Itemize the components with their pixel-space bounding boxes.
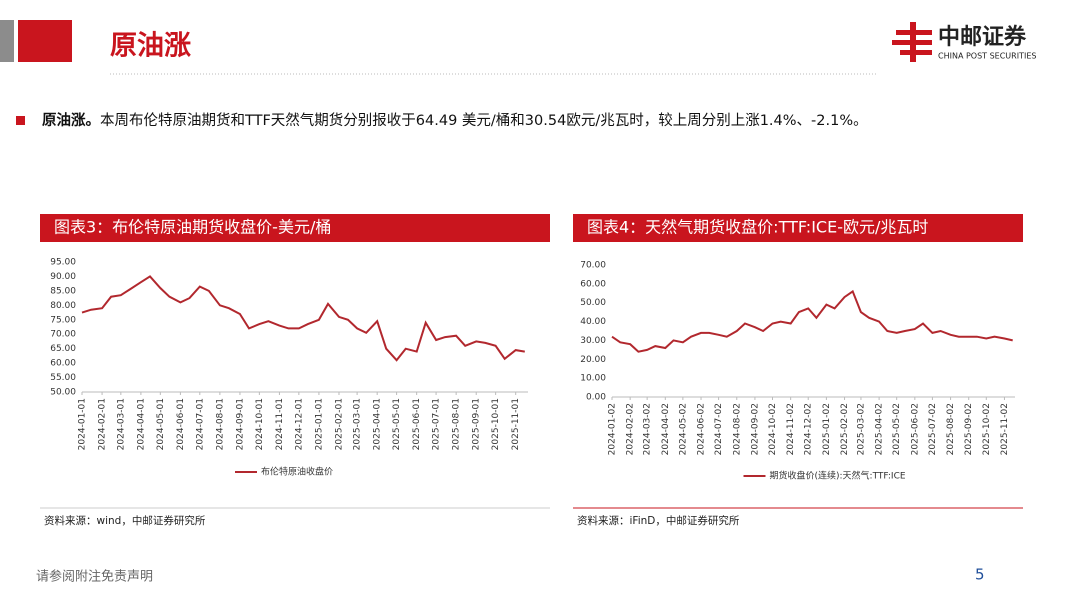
x-tick-label: 2024-01-01 <box>78 398 88 450</box>
source: 资料来源：iFinD，中邮证券研究所 <box>577 514 740 527</box>
y-tick-label: 40.00 <box>580 317 606 327</box>
chart-title: 图表3：布伦特原油期货收盘价-美元/桶 <box>54 218 331 237</box>
line-series <box>611 289 1013 353</box>
x-tick-label: 2024-05-01 <box>156 398 166 450</box>
y-tick-label: 10.00 <box>580 374 606 384</box>
x-tick-label: 2024-09-01 <box>235 398 245 450</box>
y-tick-label: 75.00 <box>50 315 76 325</box>
x-tick-label: 2024-05-02 <box>678 403 688 455</box>
x-tick-label: 2025-04-02 <box>875 403 885 455</box>
x-tick-label: 2024-12-02 <box>804 403 814 455</box>
x-tick-label: 2025-01-01 <box>314 398 324 450</box>
y-tick-label: 50.00 <box>580 298 606 308</box>
x-tick-label: 2025-06-02 <box>910 403 920 455</box>
y-tick-label: 85.00 <box>50 286 76 296</box>
x-tick-label: 2024-10-02 <box>768 403 778 455</box>
y-tick-label: 90.00 <box>50 272 76 282</box>
x-tick-label: 2024-09-02 <box>750 403 760 455</box>
bullet-icon <box>16 116 25 125</box>
header-block <box>18 20 72 62</box>
x-tick-label: 2025-01-02 <box>822 403 832 455</box>
chart-header <box>40 214 550 242</box>
line-series <box>81 275 525 362</box>
x-tick-label: 2024-02-01 <box>98 398 108 450</box>
x-tick-label: 2025-11-02 <box>1000 403 1010 455</box>
x-tick-label: 2025-05-02 <box>892 403 902 455</box>
logo-cn: 中邮证券 <box>938 24 1027 50</box>
y-tick-label: 60.00 <box>580 279 606 289</box>
y-tick-label: 50.00 <box>50 388 76 398</box>
x-tick-label: 2024-08-02 <box>732 403 742 455</box>
x-tick-label: 2024-10-01 <box>255 398 265 450</box>
x-tick-label: 2024-06-02 <box>697 403 707 455</box>
x-tick-label: 2025-03-01 <box>353 398 363 450</box>
header-strip <box>0 20 14 62</box>
x-tick-label: 2024-06-01 <box>176 398 186 450</box>
y-tick-label: 20.00 <box>580 355 606 365</box>
x-tick-label: 2025-02-02 <box>840 403 850 455</box>
x-tick-label: 2024-11-01 <box>275 398 285 450</box>
chart-header <box>573 214 1023 242</box>
x-tick-label: 2025-11-01 <box>511 398 521 450</box>
x-tick-label: 2025-10-02 <box>982 403 992 455</box>
y-tick-label: 30.00 <box>580 336 606 346</box>
bullet: 原油涨。本周布伦特原油期货和TTF天然气期货分别报收于64.49 美元/桶和30… <box>42 111 868 129</box>
x-tick-label: 2025-02-01 <box>334 398 344 450</box>
x-tick-label: 2025-03-02 <box>856 403 866 455</box>
page-number: 5 <box>975 566 985 584</box>
x-tick-label: 2025-05-01 <box>392 398 402 450</box>
x-tick-label: 2025-06-01 <box>412 398 422 450</box>
bullet-lead: 原油涨。 <box>42 111 100 129</box>
x-tick-label: 2025-09-02 <box>964 403 974 455</box>
x-tick-label: 2024-11-02 <box>786 403 796 455</box>
x-tick-label: 2024-04-02 <box>661 403 671 455</box>
y-tick-label: 65.00 <box>50 344 76 354</box>
disclaimer: 请参阅附注免责声明 <box>36 569 153 585</box>
y-tick-label: 0.00 <box>586 393 606 403</box>
chart-title: 图表4：天然气期货收盘价:TTF:ICE-欧元/兆瓦时 <box>587 218 928 237</box>
x-tick-label: 2025-04-01 <box>373 398 383 450</box>
x-tick-label: 2024-08-01 <box>215 398 225 450</box>
x-tick-label: 2024-07-01 <box>195 398 205 450</box>
x-tick-label: 2024-03-01 <box>116 398 126 450</box>
source: 资料来源：wind，中邮证券研究所 <box>44 514 206 527</box>
x-tick-label: 2024-01-02 <box>608 403 618 455</box>
x-tick-label: 2025-07-02 <box>928 403 938 455</box>
logo-en: CHINA POST SECURITIES <box>938 52 1036 61</box>
legend-label: 期货收盘价(连续):天然气:TTF:ICE <box>770 470 906 482</box>
y-tick-label: 80.00 <box>50 301 76 311</box>
y-tick-label: 55.00 <box>50 373 76 383</box>
y-tick-label: 70.00 <box>50 330 76 340</box>
y-tick-label: 60.00 <box>50 359 76 369</box>
legend-label: 布伦特原油收盘价 <box>261 466 333 478</box>
x-tick-label: 2025-08-02 <box>946 403 956 455</box>
x-tick-label: 2025-08-01 <box>452 398 462 450</box>
x-tick-label: 2024-03-02 <box>643 403 653 455</box>
x-tick-label: 2024-02-02 <box>626 403 636 455</box>
bullet-text: 本周布伦特原油期货和TTF天然气期货分别报收于64.49 美元/桶和30.54欧… <box>100 111 868 129</box>
page-title: 原油涨 <box>110 31 191 62</box>
logo <box>892 22 932 62</box>
x-tick-label: 2025-10-01 <box>491 398 501 450</box>
y-tick-label: 95.00 <box>50 258 76 268</box>
x-tick-label: 2024-04-01 <box>136 398 146 450</box>
x-tick-label: 2024-12-01 <box>294 398 304 450</box>
x-tick-label: 2025-07-01 <box>432 398 442 450</box>
x-tick-label: 2024-07-02 <box>714 403 724 455</box>
x-tick-label: 2025-09-01 <box>472 398 482 450</box>
y-tick-label: 70.00 <box>580 261 606 271</box>
